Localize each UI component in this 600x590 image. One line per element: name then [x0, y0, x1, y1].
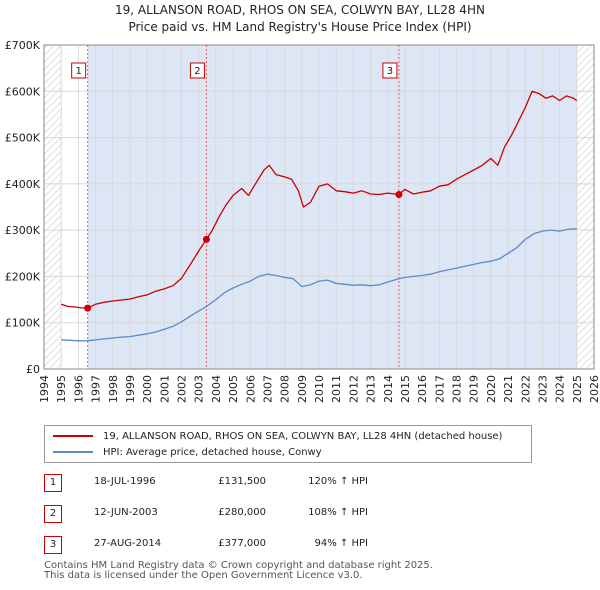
plot-frame: [43, 44, 595, 370]
y-tick-label: £300K: [5, 224, 41, 237]
x-tick-label: 2026: [588, 375, 600, 403]
y-tick-label: £500K: [5, 132, 41, 145]
x-tick-label: 1999: [124, 375, 137, 403]
x-tick-label: 2004: [210, 375, 223, 403]
x-tick-label: 2012: [347, 375, 360, 403]
x-tick-label: 2010: [313, 375, 326, 403]
x-tick-label: 2013: [365, 375, 378, 403]
footer-copyright: Contains HM Land Registry data © Crown c…: [44, 560, 433, 571]
transaction-row: 1 18-JUL-1996 £131,500 120% ↑ HPI: [44, 474, 564, 492]
x-tick-label: 2017: [433, 375, 446, 403]
property-price-line: [60, 90, 578, 309]
x-tick-label: 1996: [72, 375, 85, 403]
x-tick-label: 2005: [227, 375, 240, 403]
y-tick-label: £0: [26, 363, 40, 376]
x-tick-label: 1998: [107, 375, 120, 403]
transaction-badge-label: 3: [387, 66, 393, 77]
x-tick-label: 2024: [554, 375, 567, 403]
no-data-hatch: [44, 45, 62, 369]
legend-swatch-hpi: [53, 451, 93, 453]
x-tick-label: 2023: [536, 375, 549, 403]
transaction-date: 18-JUL-1996: [94, 476, 156, 487]
legend-label-hpi: HPI: Average price, detached house, Conw…: [103, 446, 322, 458]
price-chart: 1 2 3 £0 £100K £200K £300K £400K £500K £600K £700…: [5, 39, 600, 403]
transaction-price: £280,000: [218, 507, 266, 518]
x-tick-label: 2001: [158, 375, 171, 403]
chart-title-block: 19, ALLANSON ROAD, RHOS ON SEA, COLWYN B…: [0, 2, 600, 36]
transaction-badge-box: [189, 62, 205, 79]
transaction-date: 12-JUN-2003: [94, 507, 158, 518]
transaction-badge-label: 1: [75, 66, 81, 77]
y-tick-label: £200K: [5, 270, 41, 283]
transaction-badge-box: [71, 62, 87, 79]
x-tick-label: 2007: [261, 375, 274, 403]
y-tick-label: £400K: [5, 178, 41, 191]
chart-subtitle: Price paid vs. HM Land Registry's House …: [128, 20, 472, 34]
transaction-hpi-change: 120% ↑ HPI: [308, 476, 368, 487]
sale-point-marker: [395, 191, 403, 199]
x-tick-label: 2011: [330, 375, 343, 403]
transaction-period-shade: [87, 45, 577, 369]
x-tick-label: 2020: [485, 375, 498, 403]
hpi-line: [61, 228, 577, 342]
transaction-row: 2 12-JUN-2003 £280,000 108% ↑ HPI: [44, 505, 564, 523]
transaction-badge-box: [382, 62, 398, 79]
x-tick-label: 2000: [141, 375, 154, 403]
transaction-hpi-change: 108% ↑ HPI: [308, 507, 368, 518]
footer-licence: This data is licensed under the Open Gov…: [44, 570, 363, 581]
sale-point-marker: [84, 304, 92, 312]
transaction-price: £377,000: [218, 538, 266, 549]
sale-point-marker: [202, 235, 210, 243]
no-data-hatch: [576, 45, 594, 369]
x-tick-label: 2019: [468, 375, 481, 403]
x-tick-label: 2025: [571, 375, 584, 403]
x-tick-label: 2016: [416, 375, 429, 403]
transaction-badge: 2: [44, 505, 62, 523]
x-tick-label: 2006: [244, 375, 257, 403]
transaction-row: 3 27-AUG-2014 £377,000 94% ↑ HPI: [44, 536, 564, 554]
legend-item-hpi: HPI: Average price, detached house, Conw…: [53, 445, 322, 459]
x-tick-label: 1995: [55, 375, 68, 403]
x-tick-label: 1997: [90, 375, 103, 403]
x-tick-label: 2018: [451, 375, 464, 403]
x-tick-label: 2002: [176, 375, 189, 403]
transaction-badge: 3: [44, 536, 62, 554]
transaction-date: 27-AUG-2014: [94, 538, 162, 549]
transaction-price: £131,500: [218, 476, 266, 487]
x-tick-label: 2015: [399, 375, 412, 403]
legend-swatch-property: [53, 435, 93, 437]
y-tick-label: £700K: [5, 39, 41, 52]
chart-title: 19, ALLANSON ROAD, RHOS ON SEA, COLWYN B…: [115, 3, 485, 17]
x-tick-label: 2009: [296, 375, 309, 403]
x-tick-label: 2003: [193, 375, 206, 403]
footer: Contains HM Land Registry data © Crown c…: [44, 561, 433, 581]
y-tick-label: £600K: [5, 85, 41, 98]
legend-item-property: 19, ALLANSON ROAD, RHOS ON SEA, COLWYN B…: [53, 429, 502, 443]
transaction-hpi-change: 94% ↑ HPI: [314, 538, 368, 549]
y-tick-label: £100K: [5, 317, 41, 330]
legend: 19, ALLANSON ROAD, RHOS ON SEA, COLWYN B…: [44, 425, 532, 463]
transaction-badge-label: 2: [194, 66, 200, 77]
x-tick-label: 2014: [382, 375, 395, 403]
x-tick-label: 2022: [519, 375, 532, 403]
legend-label-property: 19, ALLANSON ROAD, RHOS ON SEA, COLWYN B…: [103, 430, 503, 442]
x-tick-label: 1994: [38, 375, 51, 403]
x-tick-label: 2021: [502, 375, 515, 403]
x-tick-label: 2008: [279, 375, 292, 403]
transaction-badge: 1: [44, 474, 62, 492]
